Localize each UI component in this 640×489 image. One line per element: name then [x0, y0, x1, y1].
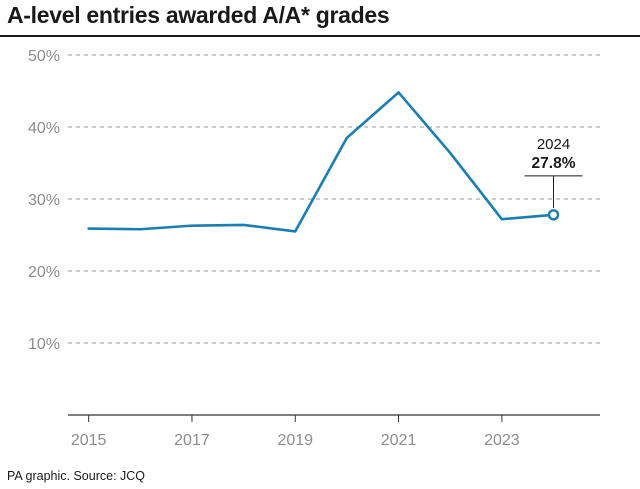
chart-title: A-level entries awarded A/A* grades [7, 2, 390, 28]
annotation: 2024 27.8% [524, 136, 583, 208]
y-tick-label-5: 50% [28, 48, 60, 65]
y-tick-label-2: 20% [28, 264, 60, 281]
x-tick-labels: 2015 2017 2019 2021 2023 [71, 415, 520, 449]
x-tick-label-5: 2023 [484, 432, 520, 449]
last-point-marker [547, 209, 560, 221]
y-tick-label-4: 40% [28, 120, 60, 137]
series-line-1 [87, 91, 555, 233]
y-tick-labels: 10% 20% 30% 40% 50% [28, 48, 60, 353]
title-rule [0, 35, 640, 37]
annotation-year: 2024 [537, 136, 570, 153]
series-lines [87, 91, 560, 233]
x-tick-label-2: 2017 [174, 432, 210, 449]
x-tick-label-3: 2019 [277, 432, 313, 449]
source-note: PA graphic. Source: JCQ [7, 469, 146, 483]
annotation-value: 27.8% [532, 155, 576, 172]
x-tick-label-1: 2015 [71, 432, 107, 449]
gridlines [68, 54, 600, 344]
y-tick-label-3: 30% [28, 192, 60, 209]
y-tick-label-1: 10% [28, 336, 60, 353]
x-tick-label-4: 2021 [381, 432, 417, 449]
